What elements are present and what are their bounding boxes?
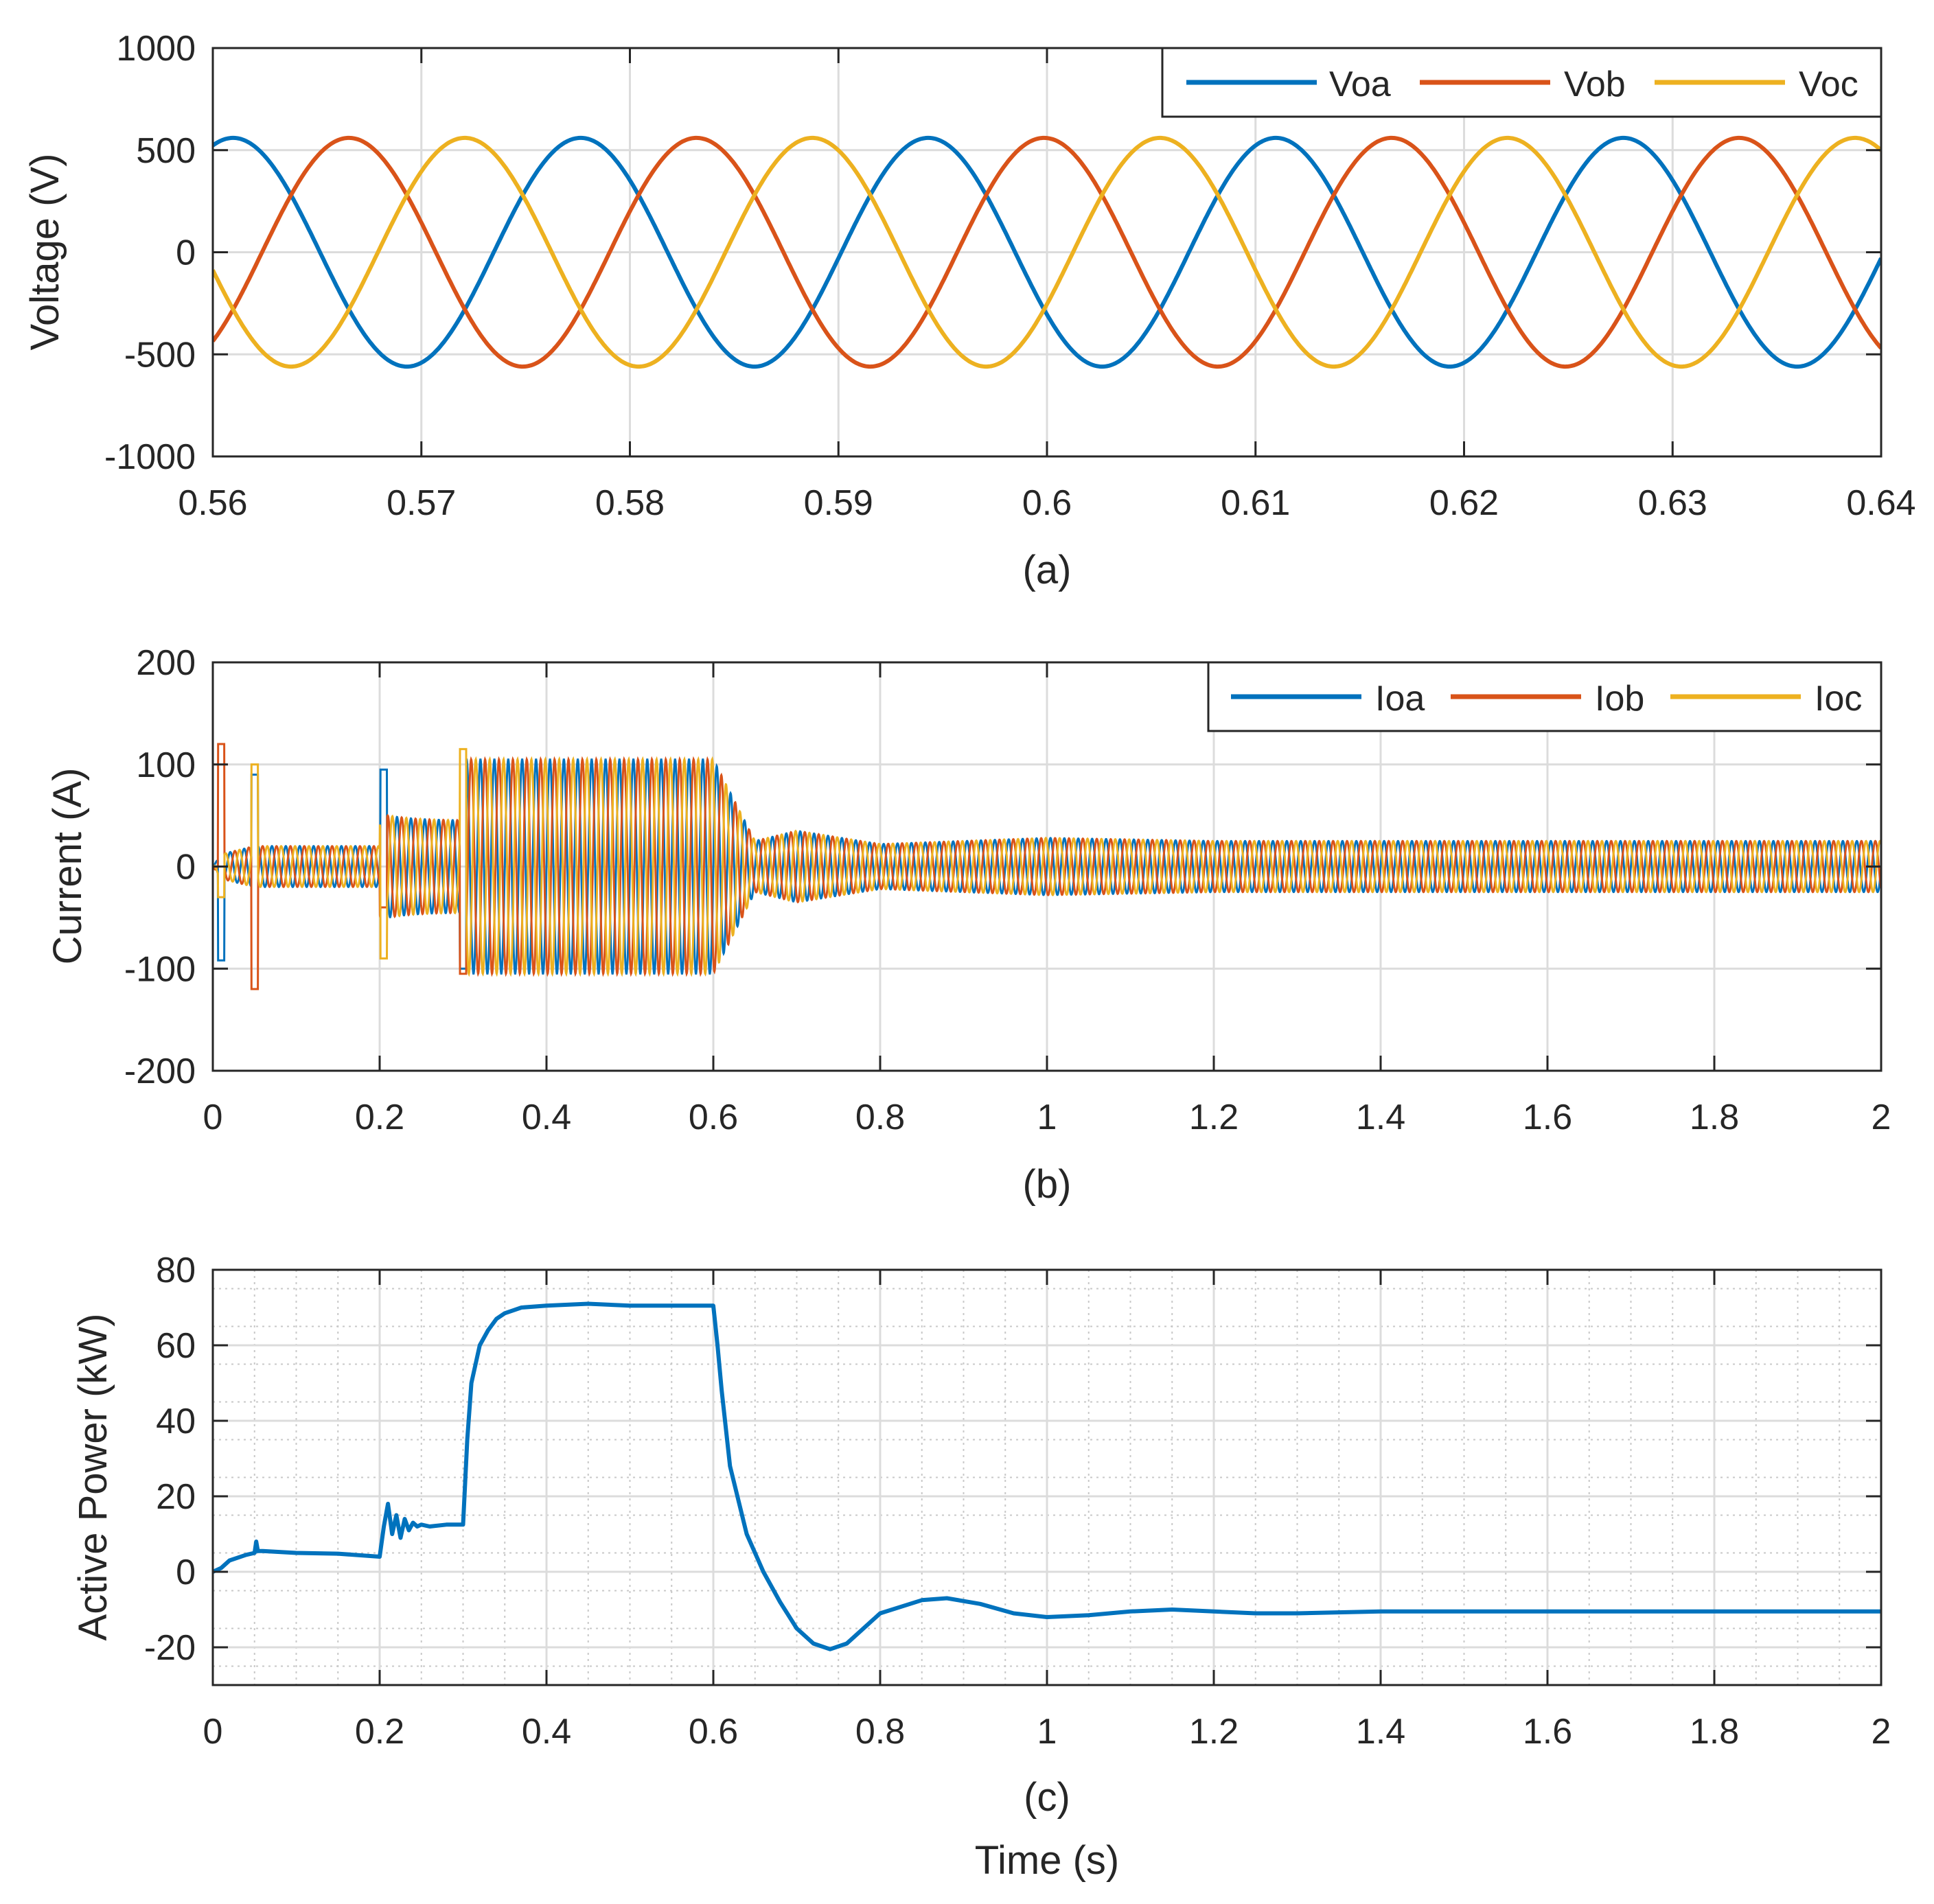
grid-c xyxy=(211,1268,1883,1685)
ticks-c xyxy=(211,1268,1883,1685)
panel-label-a: (a) xyxy=(1023,548,1072,592)
y-tick-labels-a: -1000 -500 0 500 1000 xyxy=(104,29,196,477)
y-tick-label: 1000 xyxy=(116,29,196,69)
y-tick-label: 20 xyxy=(156,1477,196,1517)
legend-label-vob: Vob xyxy=(1564,65,1626,104)
legend-label-voa: Voa xyxy=(1329,65,1391,104)
series-a xyxy=(213,135,1881,369)
y-tick-labels-b: -200 -100 0 100 200 xyxy=(124,643,196,1091)
y-tick-label: 0 xyxy=(176,1553,196,1592)
x-tick-label: 0.57 xyxy=(387,483,456,523)
legend-label-ioc: Ioc xyxy=(1815,679,1862,719)
x-tick-label: 0.4 xyxy=(522,1712,571,1752)
y-tick-label: -20 xyxy=(144,1628,196,1668)
x-tick-label: 1.4 xyxy=(1356,1712,1405,1752)
x-tick-label: 1 xyxy=(1037,1098,1057,1137)
x-tick-label: 0.6 xyxy=(1022,483,1072,523)
y-tick-label: 500 xyxy=(136,131,196,171)
x-axis-label-c: Time (s) xyxy=(975,1838,1119,1883)
x-tick-labels-c: 0 0.2 0.4 0.6 0.8 1 1.2 1.4 1.6 1.8 2 xyxy=(203,1712,1891,1752)
x-tick-label: 1.8 xyxy=(1690,1098,1739,1137)
series-b xyxy=(213,743,1881,990)
y-tick-label: -1000 xyxy=(104,437,196,477)
series-line-active-power xyxy=(213,1301,1881,1651)
panel-label-b: (b) xyxy=(1023,1162,1072,1207)
y-tick-label: -200 xyxy=(124,1052,196,1091)
x-tick-label: 0 xyxy=(203,1712,223,1752)
y-tick-label: 0 xyxy=(176,848,196,887)
y-tick-label: 100 xyxy=(136,745,196,785)
x-tick-label: 0.58 xyxy=(595,483,665,523)
y-tick-label: -100 xyxy=(124,949,196,989)
x-tick-label: 0.56 xyxy=(178,483,247,523)
legend-label-iob: Iob xyxy=(1595,679,1644,719)
x-tick-label: 0.6 xyxy=(689,1098,738,1137)
y-axis-label-c: Active Power (kW) xyxy=(71,1314,115,1641)
y-tick-label: 200 xyxy=(136,643,196,683)
series-line-ioc xyxy=(213,747,1881,977)
series-line-ioa xyxy=(213,758,1881,975)
y-tick-label: 60 xyxy=(156,1326,196,1366)
x-tick-label: 1.6 xyxy=(1523,1712,1572,1752)
x-tick-label: 1.2 xyxy=(1189,1098,1239,1137)
y-tick-label: -500 xyxy=(124,335,196,375)
x-tick-label: 0.62 xyxy=(1429,483,1499,523)
x-tick-label: 1.8 xyxy=(1690,1712,1739,1752)
x-tick-label: 0.2 xyxy=(355,1712,404,1752)
panel-label-c: (c) xyxy=(1024,1775,1070,1820)
x-tick-label: 0.8 xyxy=(855,1712,905,1752)
x-tick-label: 0.61 xyxy=(1221,483,1290,523)
x-tick-label: 1.4 xyxy=(1356,1098,1405,1137)
x-tick-label: 0.59 xyxy=(804,483,873,523)
panel-a-voltage: 0.56 0.57 0.58 0.59 0.6 0.61 0.62 0.63 0.64 -100… xyxy=(23,29,1916,592)
x-tick-label: 0.4 xyxy=(522,1098,571,1137)
x-tick-label: 0.6 xyxy=(689,1712,738,1752)
x-tick-label: 1 xyxy=(1037,1712,1057,1752)
x-tick-label: 1.6 xyxy=(1523,1098,1572,1137)
y-tick-label: 0 xyxy=(176,233,196,273)
x-tick-label: 0.8 xyxy=(855,1098,905,1137)
x-tick-label: 0.2 xyxy=(355,1098,404,1137)
panel-c-active-power: 0 0.2 0.4 0.6 0.8 1 1.2 1.4 1.6 1.8 2 -20 0 20 40 60 80… xyxy=(71,1251,1891,1883)
y-tick-labels-c: -20 0 20 40 60 80 xyxy=(144,1251,196,1668)
legend-label-voc: Voc xyxy=(1799,65,1858,104)
legend-a: Voa Vob Voc xyxy=(1161,47,1883,118)
x-tick-label: 0.63 xyxy=(1638,483,1707,523)
x-tick-labels-a: 0.56 0.57 0.58 0.59 0.6 0.61 0.62 0.63 0.64 xyxy=(178,483,1915,523)
y-axis-label-b: Current (A) xyxy=(45,768,90,965)
series-line-voa xyxy=(213,135,1881,369)
legend-b: Ioa Iob Ioc xyxy=(1207,661,1883,732)
series-line-voc xyxy=(213,135,1881,369)
series-line-iob xyxy=(213,743,1881,990)
x-tick-label: 2 xyxy=(1872,1712,1891,1752)
x-tick-label: 0 xyxy=(203,1098,223,1137)
panel-b-current: 0 0.2 0.4 0.6 0.8 1 1.2 1.4 1.6 1.8 2 -200 -100 0 100… xyxy=(45,643,1891,1207)
y-axis-label-a: Voltage (V) xyxy=(23,154,67,351)
legend-label-ioa: Ioa xyxy=(1375,679,1425,719)
x-tick-labels-b: 0 0.2 0.4 0.6 0.8 1 1.2 1.4 1.6 1.8 2 xyxy=(203,1098,1891,1137)
x-tick-label: 0.64 xyxy=(1846,483,1915,523)
series-line-vob xyxy=(213,135,1881,369)
y-tick-label: 40 xyxy=(156,1402,196,1441)
y-tick-label: 80 xyxy=(156,1251,196,1290)
series-c xyxy=(213,1301,1881,1651)
x-tick-label: 1.2 xyxy=(1189,1712,1239,1752)
x-tick-label: 2 xyxy=(1872,1098,1891,1137)
